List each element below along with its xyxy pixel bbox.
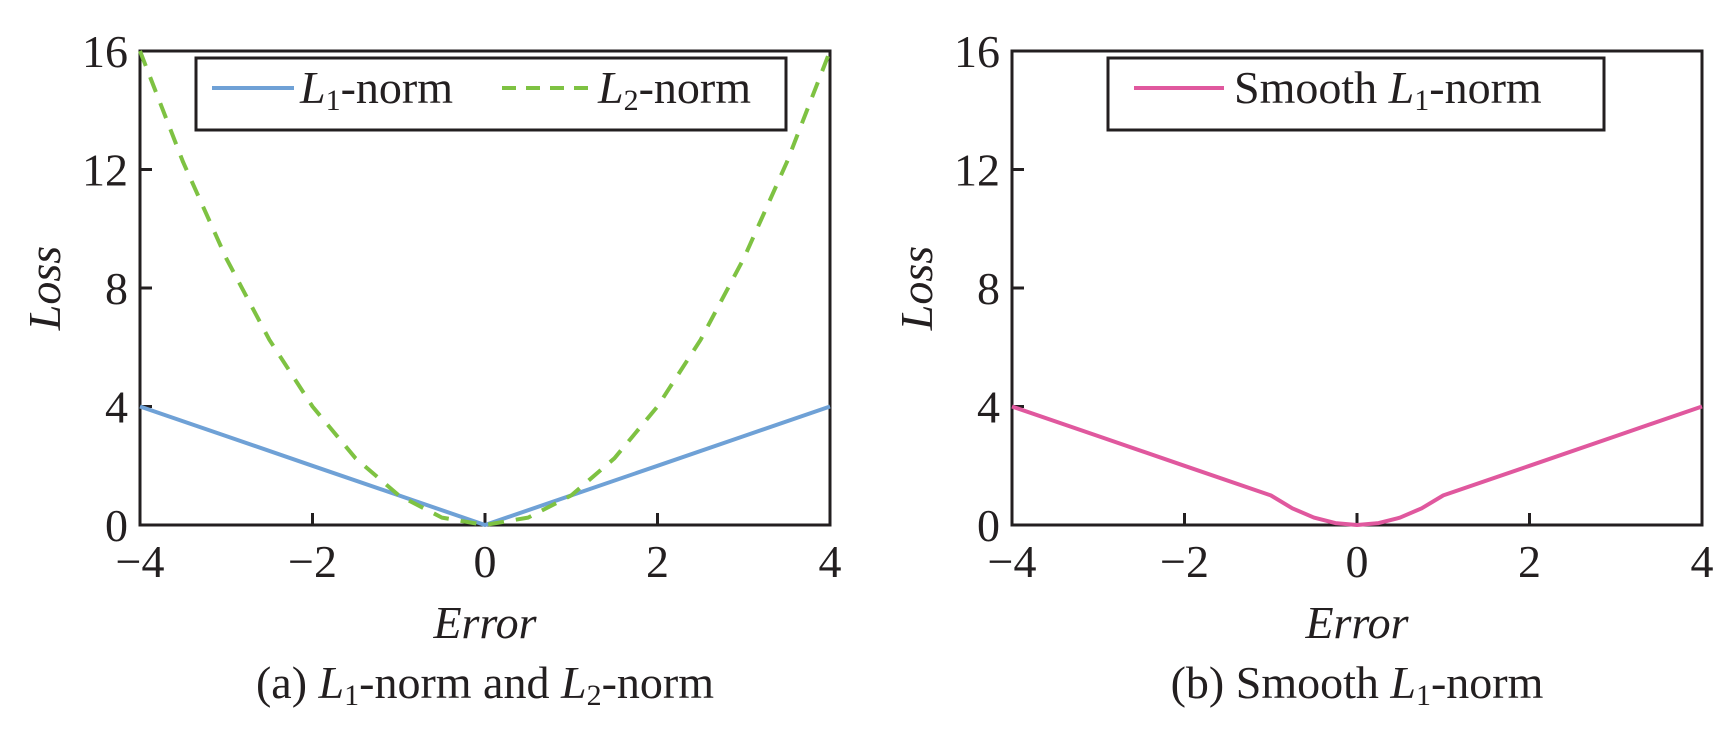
y-axis-title: Loss	[19, 246, 70, 331]
y-tick-label: 8	[105, 263, 128, 314]
x-tick-label: −2	[1160, 536, 1209, 587]
legend-smooth-pre: Smooth	[1234, 62, 1389, 113]
legend-smooth-rest: -norm	[1429, 62, 1542, 113]
y-tick-label: 4	[105, 382, 128, 433]
x-tick-label: −2	[288, 536, 337, 587]
y-tick-label: 0	[105, 500, 128, 551]
y-tick-label: 0	[977, 500, 1000, 551]
caption-b-l1: L	[1389, 657, 1416, 708]
caption-b-prefix: (b) Smooth	[1171, 657, 1391, 708]
caption-b-suffix: -norm	[1431, 657, 1544, 708]
caption-a-l1-sub: 1	[344, 679, 359, 712]
x-tick-label: −4	[988, 536, 1037, 587]
caption-a-mid: -norm and	[359, 657, 561, 708]
series-group	[1011, 404, 1703, 527]
x-axis-title: Error	[432, 597, 537, 648]
legend: L1-norm L2-norm	[194, 56, 788, 132]
x-tick-label: 4	[819, 536, 842, 587]
legend-l2-rest: -norm	[639, 62, 752, 113]
legend-l1-sub: 1	[326, 84, 341, 117]
x-tick-label: 2	[646, 536, 669, 587]
caption-b-l1-sub: 1	[1416, 679, 1431, 712]
y-axis-title: Loss	[891, 246, 942, 331]
tick-group: −4 −2 0 2 4 0 4 8 12 16	[954, 26, 1714, 587]
caption-a-prefix: (a)	[256, 657, 319, 708]
y-tick-label: 12	[82, 145, 128, 196]
caption-a-l2: L	[560, 657, 587, 708]
caption-b: (b) Smooth L1-norm	[1171, 657, 1544, 712]
x-tick-label: 2	[1518, 536, 1541, 587]
x-tick-label: 0	[474, 536, 497, 587]
legend-smooth-sub: 1	[1414, 84, 1429, 117]
y-tick-label: 12	[954, 145, 1000, 196]
caption-a-l1: L	[318, 657, 345, 708]
legend-l1-rest: -norm	[341, 62, 454, 113]
series-group	[138, 50, 832, 527]
caption-a: (a) L1-norm and L2-norm	[256, 657, 714, 712]
y-tick-label: 4	[977, 382, 1000, 433]
caption-a-l2-sub: 2	[587, 679, 602, 712]
series-line-smooth	[1011, 404, 1703, 527]
legend-label-l1: L1-norm	[299, 62, 453, 117]
y-tick-label: 16	[954, 26, 1000, 77]
x-tick-label: 0	[1346, 536, 1369, 587]
legend-l2-main: L	[597, 62, 624, 113]
legend: Smooth L1-norm	[1106, 56, 1606, 132]
series-line-l1	[139, 404, 831, 527]
x-tick-label: −4	[116, 536, 165, 587]
legend-label-l2: L2-norm	[597, 62, 751, 117]
caption-a-suffix: -norm	[602, 657, 715, 708]
x-tick-label: 4	[1691, 536, 1714, 587]
y-tick-label: 8	[977, 263, 1000, 314]
series-line-l2	[138, 50, 832, 527]
legend-smooth-main: L	[1388, 62, 1415, 113]
x-axis-title: Error	[1304, 597, 1409, 648]
legend-l2-sub: 2	[624, 84, 639, 117]
legend-frame	[194, 56, 788, 132]
legend-frame	[1106, 56, 1606, 132]
y-tick-label: 16	[82, 26, 128, 77]
legend-l1-main: L	[299, 62, 326, 113]
legend-label-smooth: Smooth L1-norm	[1234, 62, 1542, 117]
